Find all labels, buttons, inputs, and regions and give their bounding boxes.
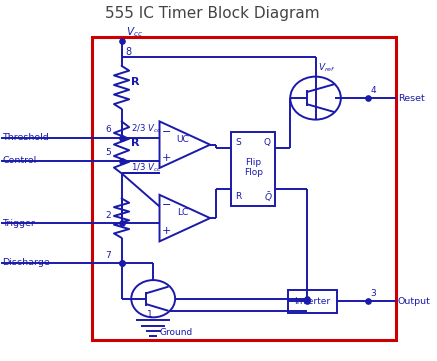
Text: Flop: Flop	[244, 168, 263, 177]
Text: $\bar{Q}$: $\bar{Q}$	[264, 190, 272, 204]
Text: 3: 3	[370, 289, 376, 298]
Text: Flip: Flip	[245, 158, 261, 167]
Text: 1/3 $V_{cc}$: 1/3 $V_{cc}$	[131, 162, 162, 174]
Text: Discharge: Discharge	[2, 258, 50, 268]
Text: 7: 7	[106, 251, 111, 260]
Text: −: −	[162, 127, 171, 136]
Text: +: +	[162, 153, 171, 163]
Text: $V_{cc}$: $V_{cc}$	[126, 25, 143, 39]
Text: R: R	[131, 77, 139, 87]
Text: Reset: Reset	[398, 93, 424, 103]
Text: 8: 8	[125, 47, 131, 57]
Text: +: +	[162, 226, 171, 236]
Text: 1: 1	[147, 310, 153, 319]
Text: Threshold: Threshold	[2, 133, 49, 142]
Bar	[231, 132, 275, 205]
Text: R: R	[131, 138, 139, 148]
Text: Ground: Ground	[160, 328, 193, 337]
Bar	[288, 290, 336, 313]
Text: Inverter: Inverter	[294, 297, 330, 306]
Text: LC: LC	[177, 208, 188, 217]
Text: UC: UC	[177, 135, 189, 144]
Text: $V_{ref}$: $V_{ref}$	[318, 61, 335, 74]
Text: Q: Q	[264, 138, 271, 147]
Text: 6: 6	[106, 125, 111, 134]
Text: Control: Control	[2, 156, 36, 165]
Text: Trigger: Trigger	[2, 219, 35, 228]
Bar	[92, 37, 395, 340]
Text: 2: 2	[106, 211, 111, 220]
Text: Output: Output	[398, 297, 430, 306]
Text: 5: 5	[106, 148, 111, 157]
Text: R: R	[236, 192, 242, 201]
Text: −: −	[162, 200, 171, 210]
Text: 4: 4	[370, 86, 376, 95]
Text: 555 IC Timer Block Diagram: 555 IC Timer Block Diagram	[105, 6, 319, 21]
Text: 2/3 $V_{cc}$: 2/3 $V_{cc}$	[131, 122, 162, 135]
Text: S: S	[236, 138, 241, 147]
